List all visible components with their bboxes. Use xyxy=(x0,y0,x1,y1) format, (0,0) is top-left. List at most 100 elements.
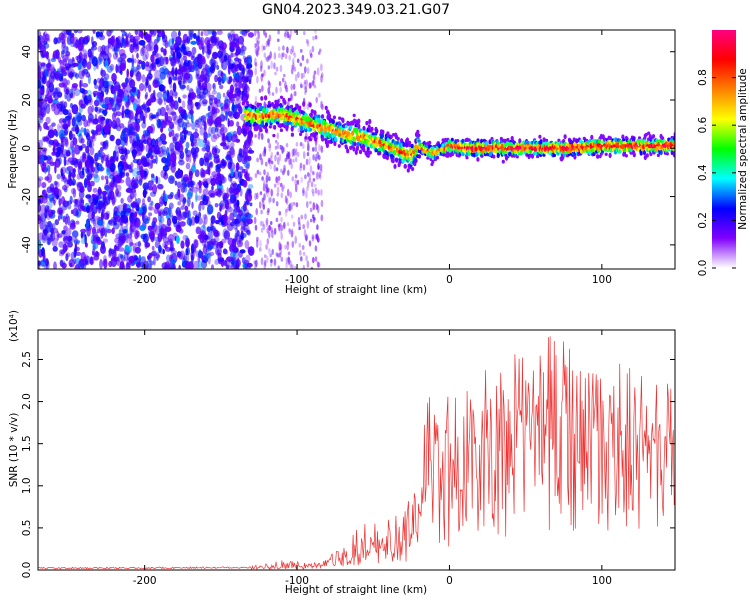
spectrogram-noise-mark xyxy=(116,58,123,63)
spectrogram-noise-mark xyxy=(290,48,293,55)
spectrogram-noise-mark xyxy=(310,181,314,188)
spectrogram-noise-mark xyxy=(87,48,92,58)
spectrogram-noise-mark xyxy=(312,256,315,264)
spectrogram-noise-mark xyxy=(176,181,182,188)
spectrogram-signal-mark xyxy=(352,146,356,152)
spectrogram-noise-mark xyxy=(84,36,89,41)
spectrogram-noise-mark xyxy=(55,151,61,158)
spectrogram-noise-mark xyxy=(136,230,140,238)
spectrogram-noise-mark xyxy=(267,230,271,238)
spectrogram-noise-mark xyxy=(95,231,98,237)
spectrogram-noise-mark xyxy=(68,200,72,205)
spectrogram-noise-mark xyxy=(268,90,272,97)
spectrogram-noise-mark xyxy=(92,251,95,256)
spectrogram-noise-mark xyxy=(284,211,288,217)
spectrogram-noise-mark xyxy=(202,219,206,229)
spectrogram-noise-mark xyxy=(306,40,310,47)
spectrogram-noise-mark xyxy=(242,151,248,161)
spectrogram-signal-mark xyxy=(309,128,313,132)
spectrogram-noise-mark xyxy=(185,237,190,248)
spectrogram-noise-mark xyxy=(75,55,79,61)
spectrogram-noise-mark xyxy=(160,209,163,215)
spectrogram-noise-mark xyxy=(100,67,104,75)
spectrogram-noise-mark xyxy=(171,66,175,77)
spectrogram-noise-mark xyxy=(67,157,75,163)
spectrogram-noise-mark xyxy=(200,31,204,37)
spectrogram-noise-mark xyxy=(216,159,220,164)
spectrogram-noise-mark xyxy=(105,160,112,168)
spectrogram-noise-mark xyxy=(233,208,240,213)
spectrogram-noise-mark xyxy=(78,190,85,200)
spectrogram-signal-mark xyxy=(632,152,636,158)
spectrogram-noise-mark xyxy=(178,153,184,163)
spectrogram-noise-mark xyxy=(152,61,156,71)
spectrogram-noise-mark xyxy=(226,264,229,269)
spectrogram-noise-mark xyxy=(66,227,72,236)
spectrogram-noise-mark xyxy=(63,86,70,95)
spectrogram-noise-mark xyxy=(195,119,199,125)
spectrogram-noise-mark xyxy=(147,180,154,187)
spectrogram-noise-mark xyxy=(132,182,139,189)
spectrogram-noise-mark xyxy=(122,158,127,166)
spectrogram-noise-mark xyxy=(219,84,224,90)
spectrogram-noise-mark xyxy=(182,197,187,203)
spectrogram-noise-mark xyxy=(237,171,241,178)
spectrogram-noise-mark xyxy=(141,121,147,129)
spectrogram-noise-mark xyxy=(93,165,100,174)
spectrogram-noise-mark xyxy=(194,215,200,224)
spectrogram-noise-mark xyxy=(148,202,153,211)
spectrogram-noise-mark xyxy=(238,82,243,89)
spectrogram-noise-mark xyxy=(194,102,199,107)
spectrogram-noise-mark xyxy=(70,209,74,215)
spectrogram-noise-mark xyxy=(208,94,215,101)
spectrogram-noise-mark xyxy=(164,68,169,76)
spectrogram-noise-mark xyxy=(149,64,153,72)
spectrogram-signal-mark xyxy=(324,105,328,110)
spectrogram-noise-mark xyxy=(47,164,51,175)
spectrogram-noise-mark xyxy=(140,144,145,151)
spectrogram-noise-mark xyxy=(108,219,115,226)
spectrogram-noise-mark xyxy=(58,252,64,257)
spectrogram-noise-mark xyxy=(43,229,47,235)
spectrogram-noise-mark xyxy=(78,133,83,144)
spectrogram-noise-mark xyxy=(234,219,240,227)
spectrogram-noise-mark xyxy=(301,245,305,250)
spectrogram-noise-mark xyxy=(94,152,99,162)
spectrogram-noise-mark xyxy=(89,146,95,156)
spectrogram-noise-mark xyxy=(270,60,274,69)
spectrogram-noise-mark xyxy=(142,188,147,199)
spectrogram-noise-mark xyxy=(119,123,125,129)
spectrogram-noise-mark xyxy=(202,188,209,196)
spectrogram-signal-mark xyxy=(431,159,435,164)
spectrogram-noise-mark xyxy=(145,61,150,68)
spectrogram-noise-mark xyxy=(134,198,138,206)
spectrogram-noise-mark xyxy=(228,131,235,136)
spectrogram-noise-mark xyxy=(50,57,57,63)
spectrogram-noise-mark xyxy=(217,257,225,263)
spectrogram-noise-mark xyxy=(166,254,171,262)
spectrogram-noise-mark xyxy=(73,258,77,265)
spectrogram-noise-mark xyxy=(112,52,119,60)
spectrogram-noise-mark xyxy=(130,222,136,233)
spectrogram-noise-mark xyxy=(215,219,220,225)
spectrogram-noise-mark xyxy=(199,127,205,136)
spectrogram-noise-mark xyxy=(238,177,243,183)
spectrogram-noise-mark xyxy=(198,249,202,259)
spectrogram-noise-mark xyxy=(124,113,130,119)
spectrogram-noise-mark xyxy=(302,251,306,256)
spectrogram-noise-mark xyxy=(86,61,92,70)
spectrogram-noise-mark xyxy=(299,142,303,147)
spectrogram-noise-mark xyxy=(43,136,49,141)
spectrogram-noise-mark xyxy=(216,41,220,49)
spectrogram-noise-mark xyxy=(210,225,216,232)
spectrogram-noise-mark xyxy=(145,43,152,52)
spectrogram-noise-mark xyxy=(119,261,125,269)
spectrogram-noise-mark xyxy=(178,49,183,54)
spectrogram-noise-mark xyxy=(120,132,126,141)
spectrogram-noise-mark xyxy=(54,164,57,174)
spectrogram-signal-mark xyxy=(480,154,484,158)
spectrogram-noise-mark xyxy=(291,240,295,248)
spectrogram-noise-mark xyxy=(38,144,41,155)
spectrogram-noise-mark xyxy=(48,75,55,84)
